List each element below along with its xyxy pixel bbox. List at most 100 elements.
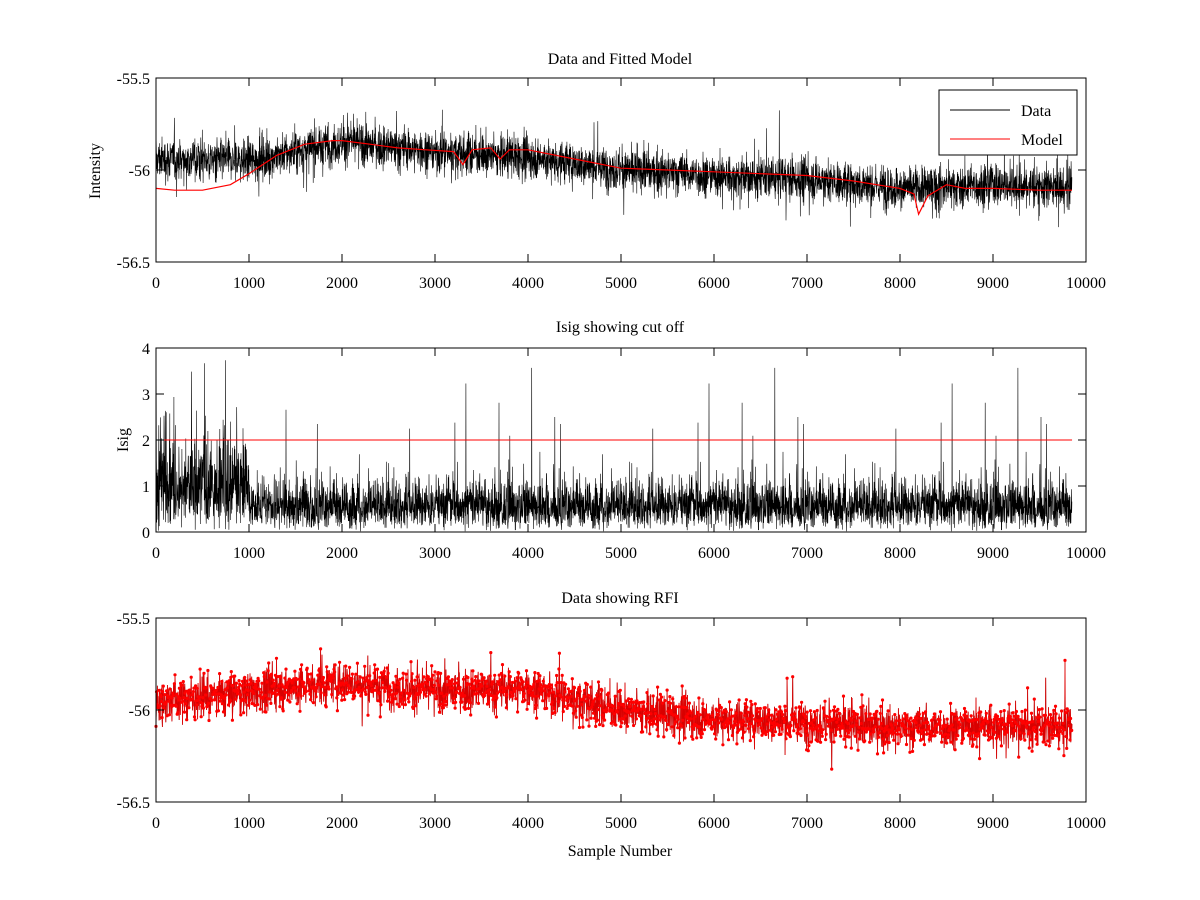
rfi-point [659,695,664,699]
rfi-point [368,674,372,678]
rfi-point [585,718,589,722]
rfi-point [617,702,621,706]
rfi-point [875,709,879,714]
rfi-point [181,699,185,703]
rfi-point [484,691,488,695]
rfi-point [469,686,473,690]
rfi-point [348,665,352,670]
rfi-point [378,675,382,680]
rfi-point [743,713,747,718]
rfi-point [474,675,478,679]
rfi-point [1063,658,1067,663]
rfi-point [216,709,221,713]
rfi-point [606,691,611,695]
rfi-point [204,693,208,697]
rfi-point [841,694,846,698]
rfi-point [992,720,996,725]
ytick-label: -56 [129,163,150,180]
rfi-point [378,715,382,719]
rfi-point [726,717,730,721]
rfi-point [538,683,543,687]
rfi-point [853,734,857,738]
rfi-point [731,726,736,730]
rfi-point [417,687,421,691]
rfi-point [389,688,393,692]
xtick-label: 3000 [419,275,451,292]
rfi-point [176,710,180,715]
rfi-point [386,699,390,703]
rfi-point [175,692,179,697]
rfi-point [784,737,788,741]
rfi-point [205,704,209,708]
rfi-point [721,743,725,747]
rfi-point [949,701,953,706]
rfi-point [570,677,574,681]
rfi-point [840,721,844,725]
rfi-point [162,706,166,710]
rfi-point [239,713,243,717]
rfi-point [303,687,308,691]
rfi-point [449,682,453,686]
rfi-point [904,742,909,747]
rfi-point [1053,704,1058,708]
rfi-point [340,688,344,692]
rfi-point [1056,721,1060,725]
ytick-label: 0 [142,525,150,542]
rfi-point [759,726,764,730]
rfi-point [1037,708,1041,712]
rfi-point [880,727,884,731]
rfi-point [595,718,600,722]
rfi-point [705,715,709,720]
rfi-point [534,703,538,708]
rfi-point [672,734,676,738]
rfi-point [1049,733,1053,737]
rfi-point [624,699,629,703]
rfi-point [365,685,370,690]
rfi-point [520,688,524,692]
rfi-point [932,715,936,720]
rfi-point [743,702,747,706]
rfi-point [1066,709,1070,713]
rfi-point [786,724,790,729]
rfi-point [833,716,837,720]
rfi-point [1005,730,1010,734]
rfi-point [325,665,329,669]
rfi-point [1029,711,1034,715]
rfi-point [414,704,418,708]
rfi-point [560,695,564,699]
rfi-point [335,696,339,700]
rfi-point [495,691,500,695]
rfi-point [815,725,819,729]
rfi-point [979,710,983,714]
rfi-point [517,671,521,675]
rfi-point [885,733,890,738]
rfi-point [280,696,284,700]
rfi-point [882,751,886,755]
rfi-point [277,684,281,688]
rfi-point [193,718,197,722]
rfi-point [655,728,659,732]
rfi-point [158,704,162,708]
rfi-point [949,740,953,744]
rfi-point [744,723,748,728]
xtick-label: 10000 [1066,275,1106,292]
rfi-point [777,710,781,714]
rfi-point [896,742,900,746]
rfi-point [796,723,800,727]
rfi-point [612,712,616,716]
rfi-point [618,717,622,721]
rfi-point [295,677,299,682]
rfi-point [161,690,165,694]
rfi-point [754,709,759,713]
rfi-point [505,692,509,697]
rfi-point [507,670,511,674]
rfi-point [246,688,250,693]
rfi-point [800,700,804,704]
rfi-point [426,675,430,679]
rfi-point [496,680,500,684]
rfi-point [1060,709,1064,713]
rfi-point [851,724,855,728]
rfi-point [541,699,545,703]
rfi-point [252,691,256,696]
rfi-point [868,712,872,716]
